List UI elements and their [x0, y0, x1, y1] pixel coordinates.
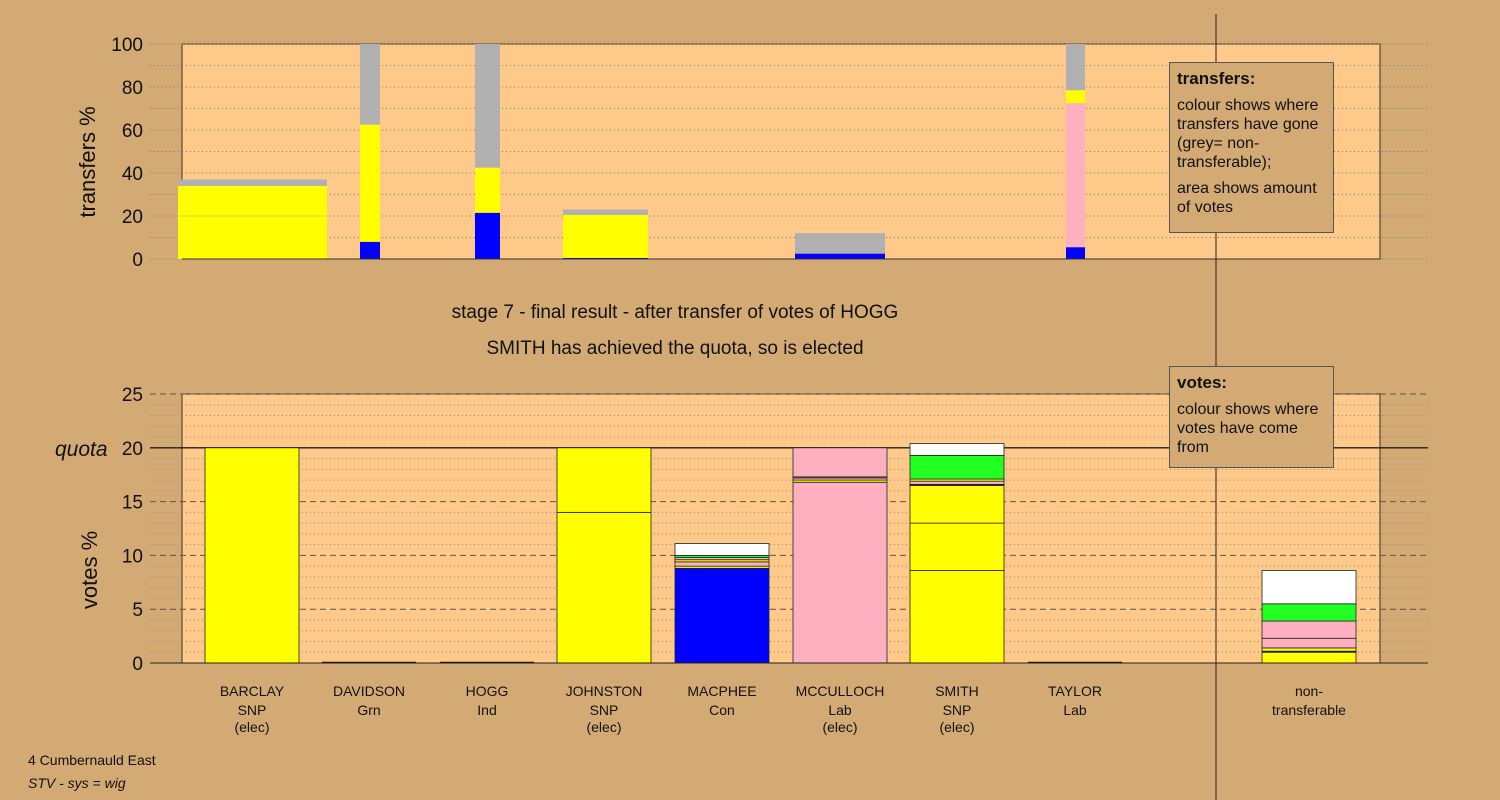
candidate-status-label: (elec) [234, 719, 269, 735]
quota-label: quota [55, 438, 108, 461]
transfers-bar-johnston-segment [563, 209, 648, 215]
votes-bar-macphee-segment [674, 561, 770, 567]
transfers-legend-text1: colour shows where transfers have gone (… [1177, 97, 1319, 171]
candidate-party-label: Lab [1063, 702, 1087, 718]
votes-bar-smith-segment [909, 570, 1005, 664]
votes-tick-label: 10 [122, 546, 143, 567]
votes-bar-smith-segment [909, 522, 1005, 571]
transfers-tick-label: 60 [122, 121, 143, 142]
candidate-name-label: HOGG [466, 683, 509, 699]
votes-bar-mcculloch-segment [792, 481, 888, 664]
ward-name: 4 Cumbernauld East [28, 752, 156, 768]
votes-bar-smith-segment [909, 443, 1005, 456]
transfers-legend-title: transfers: [1177, 69, 1256, 88]
votes-bar-barclay-segment [204, 447, 300, 664]
transfers-bar-taylor-segment [1066, 90, 1085, 104]
votes-tick-label: 25 [122, 385, 143, 406]
votes-bar-smith-segment [909, 454, 1005, 480]
votes-tick-label: 5 [132, 600, 143, 621]
transfers-bar-barclay-segment [178, 185, 327, 216]
votes-bar-non-transferable-segment [1261, 603, 1357, 622]
transfers-bar-taylor-segment [1066, 103, 1085, 248]
candidate-party-label: SNP [590, 702, 619, 718]
votes-tick-label: 15 [122, 493, 143, 514]
votes-legend-title: votes: [1177, 373, 1228, 392]
candidate-name-label: TAYLOR [1048, 683, 1102, 699]
transfers-tick-label: 0 [132, 250, 143, 271]
candidate-name-label: JOHNSTON [566, 683, 643, 699]
votes-tick-label: 0 [132, 654, 143, 675]
transfers-bar-johnston-segment [563, 214, 648, 258]
votes-axis-label: votes % [77, 531, 102, 609]
votes-legend-text: colour shows where votes have come from [1177, 401, 1319, 456]
transfers-axis-label: transfers % [75, 106, 100, 217]
transfers-bar-mcculloch-segment [795, 253, 885, 259]
candidate-party-label: Ind [477, 702, 496, 718]
transfers-bar-davidson-segment [360, 241, 380, 259]
votes-bar-macphee-segment [674, 567, 770, 664]
candidate-party-label: Grn [357, 702, 380, 718]
transfers-bar-barclay-segment [178, 216, 327, 259]
candidate-name-label: DAVIDSON [333, 683, 405, 699]
candidate-status-label: (elec) [822, 719, 857, 735]
votes-bar-non-transferable-segment [1261, 647, 1357, 652]
elected-status: SMITH has achieved the quota, so is elec… [486, 338, 863, 359]
votes-tick-label: 20 [122, 439, 143, 460]
votes-bar-smith-segment [909, 480, 1005, 485]
transfers-bar-johnston-segment [563, 257, 648, 259]
votes-bar-mcculloch-segment [792, 447, 888, 478]
votes-legend: votes: colour shows where votes have com… [1169, 366, 1334, 468]
transfers-bar-taylor-segment [1066, 247, 1085, 259]
candidate-party-label: transferable [1272, 702, 1346, 718]
votes-bar-smith-segment [909, 485, 1005, 524]
candidate-party-label: Lab [828, 702, 852, 718]
votes-bar-johnston-segment [556, 447, 652, 513]
candidate-status-label: (elec) [939, 719, 974, 735]
candidate-name-label: MCCULLOCH [796, 683, 885, 699]
candidate-party-label: SNP [238, 702, 267, 718]
stage-heading: stage 7 - final result - after transfer … [452, 302, 899, 323]
votes-bar-non-transferable-segment [1261, 620, 1357, 639]
candidate-party-label: Con [709, 702, 735, 718]
transfers-bar-barclay-segment [178, 179, 327, 186]
transfers-legend-text2: area shows amount of votes [1177, 180, 1317, 216]
candidate-name-label: SMITH [935, 683, 979, 699]
votes-bar-johnston-segment [556, 511, 652, 664]
candidate-party-label: SNP [943, 702, 972, 718]
transfers-bar-hogg-segment [475, 167, 500, 213]
candidate-name-label: BARCLAY [220, 683, 285, 699]
transfers-tick-label: 100 [111, 35, 143, 56]
transfers-legend: transfers: colour shows where transfers … [1169, 62, 1334, 233]
votes-bar-non-transferable-segment [1261, 570, 1357, 605]
transfers-bar-davidson-segment [360, 44, 380, 125]
candidate-name-label: non- [1295, 683, 1323, 699]
votes-bar-non-transferable-segment [1261, 637, 1357, 649]
candidate-status-label: (elec) [586, 719, 621, 735]
transfers-bar-hogg-segment [475, 44, 500, 168]
votes-bar-macphee-segment [674, 543, 770, 556]
transfers-tick-label: 80 [122, 78, 143, 99]
transfers-tick-label: 40 [122, 164, 143, 185]
transfers-bar-hogg-segment [475, 212, 500, 259]
candidate-name-label: MACPHEE [687, 683, 756, 699]
transfers-tick-label: 20 [122, 207, 143, 228]
transfers-bar-mcculloch-segment [795, 233, 885, 254]
system-label: STV - sys = wig [28, 775, 126, 791]
transfers-bar-taylor-segment [1066, 44, 1085, 91]
transfers-bar-davidson-segment [360, 124, 380, 242]
votes-bar-non-transferable-segment [1261, 651, 1357, 664]
